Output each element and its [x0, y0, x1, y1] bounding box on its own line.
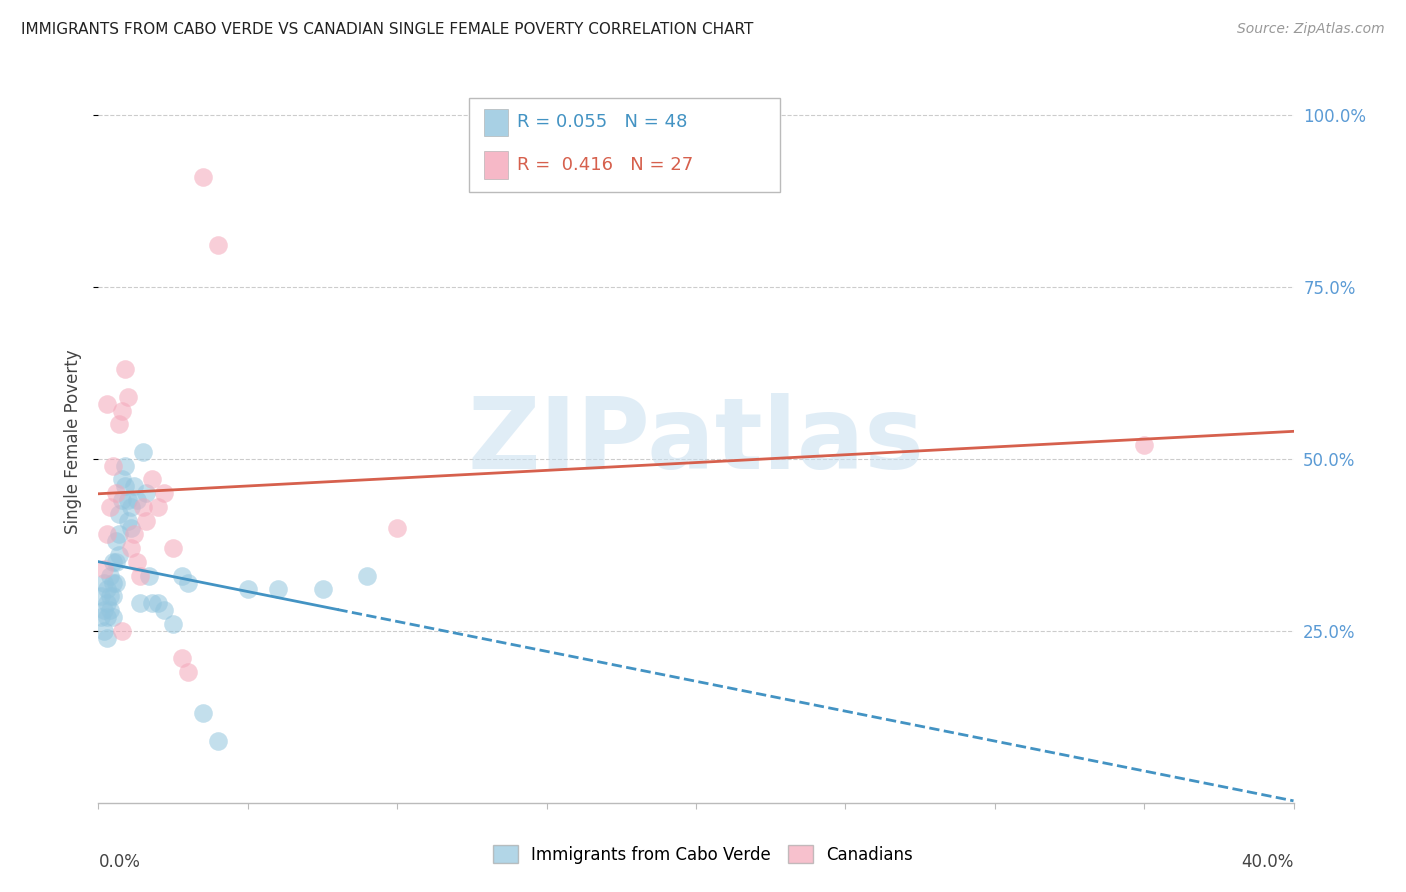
- Point: [93, 603, 115, 617]
- Point: [105, 575, 128, 590]
- Point: [191, 706, 214, 721]
- Point: [108, 417, 131, 432]
- Point: [103, 610, 125, 624]
- Point: [127, 493, 149, 508]
- Text: R =  0.416   N = 27: R = 0.416 N = 27: [517, 156, 693, 174]
- Text: 40.0%: 40.0%: [1241, 854, 1294, 871]
- Point: [207, 734, 229, 748]
- Point: [114, 479, 136, 493]
- Point: [120, 500, 142, 514]
- Point: [108, 507, 131, 521]
- Point: [93, 562, 115, 576]
- Bar: [484, 151, 508, 178]
- Bar: [484, 109, 508, 136]
- Y-axis label: Single Female Poverty: Single Female Poverty: [65, 350, 83, 533]
- Point: [96, 527, 118, 541]
- Point: [96, 582, 118, 597]
- Point: [124, 479, 146, 493]
- Point: [124, 527, 146, 541]
- Point: [114, 362, 136, 376]
- Point: [96, 596, 118, 610]
- Point: [236, 582, 259, 597]
- Point: [141, 596, 163, 610]
- Point: [267, 582, 290, 597]
- Point: [138, 568, 160, 582]
- Point: [105, 534, 128, 549]
- Point: [153, 603, 176, 617]
- Point: [191, 169, 214, 184]
- Point: [135, 514, 157, 528]
- Point: [172, 568, 194, 582]
- Point: [311, 582, 333, 597]
- Point: [177, 575, 200, 590]
- Point: [98, 500, 122, 514]
- Point: [1133, 438, 1156, 452]
- Point: [103, 590, 125, 604]
- Point: [111, 403, 134, 417]
- Point: [127, 555, 149, 569]
- Point: [103, 575, 125, 590]
- Point: [114, 458, 136, 473]
- Point: [105, 486, 128, 500]
- Point: [172, 651, 194, 665]
- Point: [148, 500, 170, 514]
- FancyBboxPatch shape: [470, 98, 780, 193]
- Point: [90, 590, 112, 604]
- Point: [162, 541, 184, 556]
- Point: [135, 486, 157, 500]
- Point: [129, 596, 152, 610]
- Point: [105, 555, 128, 569]
- Point: [117, 514, 139, 528]
- Point: [111, 624, 134, 638]
- Point: [132, 445, 155, 459]
- Legend: Immigrants from Cabo Verde, Canadians: Immigrants from Cabo Verde, Canadians: [486, 838, 920, 871]
- Point: [90, 610, 112, 624]
- Text: 0.0%: 0.0%: [98, 854, 141, 871]
- Point: [96, 631, 118, 645]
- Point: [103, 555, 125, 569]
- Text: ZIPatlas: ZIPatlas: [468, 393, 924, 490]
- Point: [111, 472, 134, 486]
- Point: [98, 603, 122, 617]
- Point: [103, 458, 125, 473]
- Point: [153, 486, 176, 500]
- Point: [177, 665, 200, 679]
- Point: [93, 624, 115, 638]
- Point: [98, 590, 122, 604]
- Text: IMMIGRANTS FROM CABO VERDE VS CANADIAN SINGLE FEMALE POVERTY CORRELATION CHART: IMMIGRANTS FROM CABO VERDE VS CANADIAN S…: [21, 22, 754, 37]
- Point: [98, 568, 122, 582]
- Point: [108, 527, 131, 541]
- Point: [207, 238, 229, 252]
- Text: Source: ZipAtlas.com: Source: ZipAtlas.com: [1237, 22, 1385, 37]
- Point: [129, 568, 152, 582]
- Point: [96, 610, 118, 624]
- Text: R = 0.055   N = 48: R = 0.055 N = 48: [517, 113, 688, 131]
- Point: [117, 390, 139, 404]
- Point: [148, 596, 170, 610]
- Point: [96, 397, 118, 411]
- Point: [120, 520, 142, 534]
- Point: [111, 493, 134, 508]
- Point: [93, 575, 115, 590]
- Point: [117, 493, 139, 508]
- Point: [132, 500, 155, 514]
- Point: [141, 472, 163, 486]
- Point: [385, 520, 409, 534]
- Point: [120, 541, 142, 556]
- Point: [356, 568, 378, 582]
- Point: [162, 616, 184, 631]
- Point: [108, 548, 131, 562]
